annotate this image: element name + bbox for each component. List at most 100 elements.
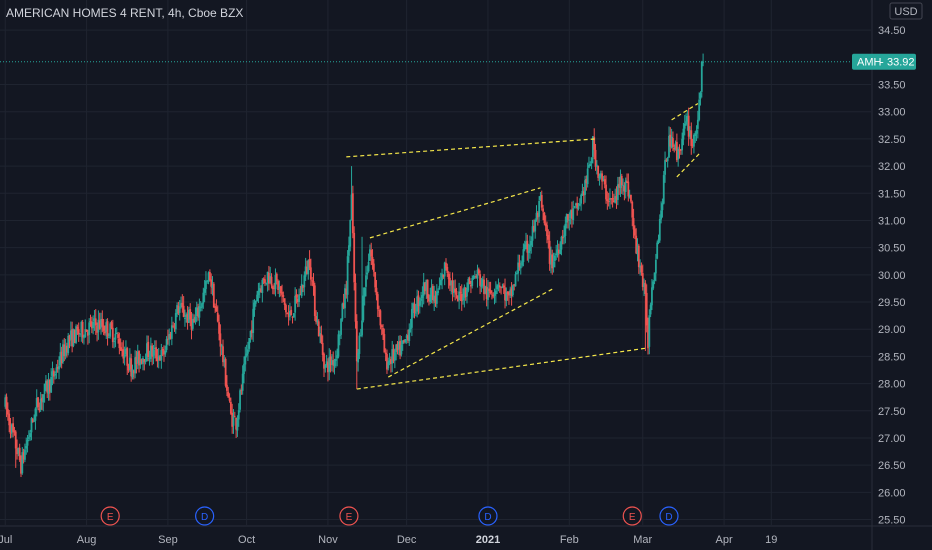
- candle-body: [144, 361, 147, 363]
- candle-body: [433, 295, 436, 302]
- candle-body: [295, 294, 298, 298]
- candle-body: [345, 288, 348, 295]
- currency-badge[interactable]: USD: [889, 2, 923, 20]
- candle-body: [479, 274, 481, 286]
- event-marker-circle: [195, 506, 215, 526]
- candle-body: [184, 317, 186, 319]
- candle-body: [560, 236, 563, 250]
- earnings-marker[interactable]: E: [339, 506, 359, 526]
- candle-body: [530, 240, 533, 246]
- candle-body: [55, 367, 58, 373]
- candle-body: [510, 288, 513, 296]
- candle-body: [557, 249, 560, 254]
- candle-body: [593, 136, 596, 150]
- candle-body: [372, 263, 375, 272]
- candle-body: [218, 322, 220, 334]
- candle-body: [630, 194, 632, 202]
- candle-body: [460, 293, 463, 302]
- candle-body: [473, 276, 476, 278]
- candle-body: [334, 359, 337, 361]
- time-tick-label: 19: [765, 534, 777, 546]
- candle-body: [382, 328, 384, 335]
- candle-body: [131, 369, 134, 378]
- price-tick-label: 29.00: [878, 324, 906, 336]
- candle-body: [147, 341, 150, 358]
- candle-body: [274, 275, 277, 290]
- candle-body: [405, 335, 408, 338]
- candle-body: [111, 327, 114, 343]
- candle-body: [311, 280, 314, 282]
- candle-body: [519, 266, 522, 269]
- candle-body: [199, 307, 202, 309]
- candle-body: [30, 418, 33, 433]
- candle-body: [299, 294, 302, 296]
- candle-body: [109, 323, 112, 337]
- candle-body: [399, 340, 401, 356]
- candle-body: [538, 201, 541, 217]
- candle-body: [17, 448, 20, 454]
- price-tag-symbol: AMH: [857, 57, 882, 69]
- candle-body: [669, 134, 672, 147]
- dividend-marker[interactable]: D: [659, 506, 679, 526]
- candle-body: [64, 346, 67, 356]
- candle-body: [16, 448, 18, 455]
- earnings-marker[interactable]: E: [622, 506, 642, 526]
- candle-body: [220, 345, 223, 347]
- candle-body: [493, 293, 496, 296]
- candle-body: [323, 353, 325, 369]
- candle-body: [641, 273, 644, 287]
- candle-body: [542, 208, 544, 212]
- candle-body: [515, 273, 518, 275]
- candle-body: [559, 249, 562, 255]
- candle-body: [535, 212, 538, 220]
- candle-body: [639, 265, 642, 268]
- candle-body: [219, 333, 222, 347]
- candle-body: [261, 279, 264, 293]
- candle-body: [324, 365, 327, 368]
- candle-body: [582, 191, 585, 196]
- candle-body: [307, 260, 310, 275]
- candle-body: [485, 286, 488, 299]
- price-tick-label: 31.00: [878, 215, 906, 227]
- dividend-marker[interactable]: D: [195, 506, 215, 526]
- candle-body: [576, 203, 579, 209]
- price-axis[interactable]: 25.50 26.00 26.50 27.00 27.50 28.00 28.50 29.00…: [878, 25, 906, 526]
- candle-body: [529, 244, 531, 252]
- candle-body: [98, 320, 101, 329]
- candle-body: [279, 286, 282, 294]
- candle-body: [698, 99, 701, 120]
- candle-body: [426, 279, 429, 299]
- time-axis[interactable]: Jul Aug Sep Oct Nov Dec 2021 Feb Mar Apr 19: [0, 534, 777, 546]
- candle-body: [556, 249, 559, 256]
- candle-body: [191, 319, 194, 329]
- candle-body: [249, 330, 252, 338]
- candle-body: [675, 141, 678, 161]
- event-marker-circle: [100, 506, 120, 526]
- candle-body: [346, 256, 349, 295]
- candle-body: [365, 275, 367, 287]
- candle-body: [517, 262, 520, 274]
- candle-body: [264, 279, 266, 284]
- candle-body: [431, 285, 434, 301]
- candle-body: [670, 136, 673, 148]
- candle-body: [660, 210, 663, 220]
- time-tick-label: Jul: [0, 534, 12, 546]
- grid-layer: [0, 0, 871, 525]
- candle-body: [333, 360, 336, 367]
- candle-body: [18, 447, 21, 461]
- candle-body: [561, 236, 564, 239]
- candle-body: [584, 180, 586, 195]
- time-tick-label: Mar: [633, 534, 652, 546]
- earnings-marker[interactable]: E: [100, 506, 120, 526]
- candle-body: [97, 319, 100, 333]
- dividend-marker[interactable]: D: [478, 506, 498, 526]
- candle-body: [168, 334, 171, 340]
- candle-body: [140, 359, 143, 364]
- candle-body: [397, 341, 400, 350]
- event-marker-label: D: [484, 512, 491, 523]
- candle-body: [68, 335, 71, 341]
- candle-body: [366, 272, 369, 275]
- candle-body: [644, 282, 647, 294]
- candle-body: [518, 262, 521, 268]
